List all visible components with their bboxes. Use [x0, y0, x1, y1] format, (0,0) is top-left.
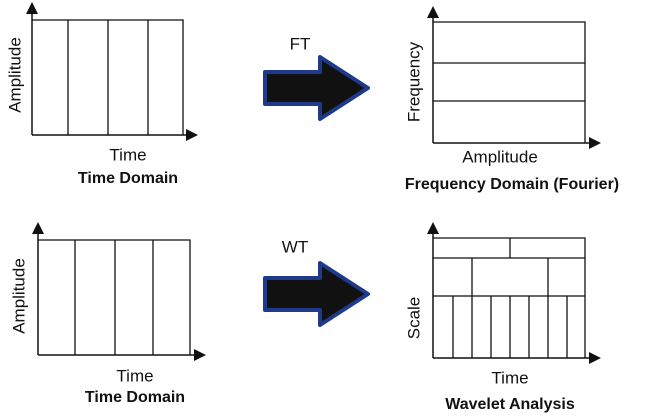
panel-time-domain-top: Amplitude Time Time Domain: [5, 2, 198, 187]
arrow-wt: WT: [263, 237, 370, 327]
y-label: Scale: [404, 297, 423, 340]
panel-frequency-domain: Frequency Amplitude Frequency Domain (Fo…: [404, 6, 619, 193]
caption: Frequency Domain (Fourier): [405, 176, 619, 193]
panel-wavelet-analysis: Scale Time Wavelet Analysis: [404, 222, 601, 413]
y-label: Frequency: [404, 41, 423, 122]
x-label: Time: [491, 368, 528, 387]
x-label: Time: [116, 366, 153, 385]
x-label: Time: [109, 145, 146, 164]
y-label: Amplitude: [5, 37, 24, 113]
x-label: Amplitude: [462, 147, 538, 166]
arrow-ft: FT: [263, 34, 370, 121]
caption: Wavelet Analysis: [445, 396, 575, 413]
arrow-label: WT: [282, 237, 308, 256]
caption: Time Domain: [78, 170, 178, 187]
panel-time-domain-bottom: Amplitude Time Time Domain: [9, 222, 206, 406]
caption: Time Domain: [85, 389, 185, 406]
y-label: Amplitude: [9, 258, 28, 334]
arrow-label: FT: [290, 34, 311, 53]
